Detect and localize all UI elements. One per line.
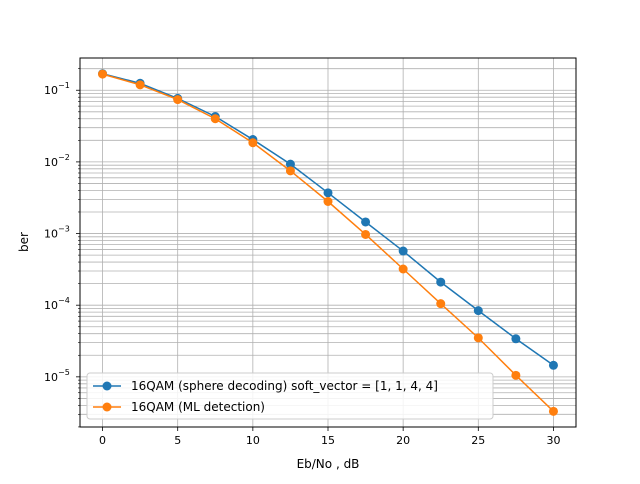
data-point <box>398 246 408 256</box>
y-tick-exponent: −3 <box>58 225 70 234</box>
data-point <box>511 370 521 380</box>
y-tick-exponent: −5 <box>58 368 70 377</box>
data-point <box>361 229 371 239</box>
series-2 <box>98 69 558 416</box>
y-tick-exponent: −4 <box>58 296 70 305</box>
x-tick-label: 20 <box>396 434 410 447</box>
data-point <box>285 159 295 169</box>
y-tick-label: 10 <box>44 228 58 241</box>
data-point <box>361 217 371 227</box>
data-point <box>548 406 558 416</box>
data-point <box>323 197 333 207</box>
data-point <box>98 69 108 79</box>
data-point <box>436 299 446 309</box>
x-axis-label: Eb/No , dB <box>297 457 360 471</box>
x-tick-label: 10 <box>246 434 260 447</box>
legend-label: 16QAM (sphere decoding) soft_vector = [1… <box>131 379 438 393</box>
data-point <box>436 277 446 287</box>
data-point <box>511 334 521 344</box>
x-tick-label: 0 <box>99 434 106 447</box>
x-tick-label: 5 <box>174 434 181 447</box>
data-point <box>473 306 483 316</box>
y-tick-label: 10 <box>44 371 58 384</box>
plot-series <box>98 69 558 416</box>
legend-marker <box>102 381 112 391</box>
data-point <box>135 80 145 90</box>
legend-label: 16QAM (ML detection) <box>131 400 265 414</box>
data-point <box>285 166 295 176</box>
legend-marker <box>102 402 112 412</box>
y-axis-label: ber <box>17 232 31 252</box>
data-point <box>323 188 333 198</box>
data-point <box>173 95 183 105</box>
data-point <box>548 360 558 370</box>
legend-box <box>86 372 494 420</box>
x-tick-label: 25 <box>471 434 485 447</box>
y-tick-label: 10 <box>44 299 58 312</box>
data-point <box>398 264 408 274</box>
x-tick-label: 30 <box>546 434 560 447</box>
data-point <box>473 333 483 343</box>
y-tick-exponent: −1 <box>58 81 70 90</box>
x-tick-label: 15 <box>321 434 335 447</box>
legend: 16QAM (sphere decoding) soft_vector = [1… <box>86 372 494 420</box>
y-tick-label: 10 <box>44 84 58 97</box>
y-tick-exponent: −2 <box>58 153 70 162</box>
data-point <box>248 138 258 148</box>
y-tick-label: 10 <box>44 156 58 169</box>
data-point <box>210 114 220 124</box>
